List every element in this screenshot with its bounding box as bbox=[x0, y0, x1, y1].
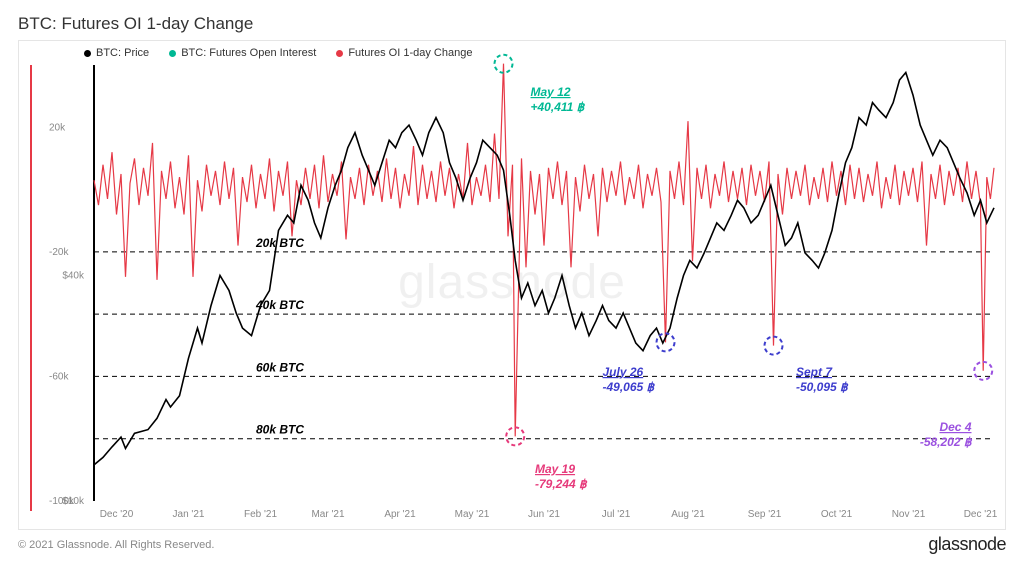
brand-logo: glassnode bbox=[928, 534, 1006, 555]
callout-val-jul26: -49,065 ฿ bbox=[603, 380, 656, 394]
callout-val-may19: -79,244 ฿ bbox=[535, 477, 588, 491]
price-line bbox=[94, 73, 994, 465]
ref-line-label: 80k BTC bbox=[256, 423, 304, 437]
chart-svg: 20k-20k-60k-100k$40k$10kDec '20Jan '21Fe… bbox=[19, 41, 1005, 529]
callout-date-dec4: Dec 4 bbox=[939, 420, 971, 434]
callout-val-sep7: -50,095 ฿ bbox=[796, 380, 849, 394]
callout-val-may12: +40,411 ฿ bbox=[531, 100, 586, 114]
y-left-tick-label: -20k bbox=[49, 247, 69, 258]
x-tick-label: Nov '21 bbox=[892, 509, 926, 520]
x-tick-label: Apr '21 bbox=[384, 509, 416, 520]
x-tick-label: Oct '21 bbox=[821, 509, 853, 520]
callout-val-dec4: -58,202 ฿ bbox=[920, 435, 973, 449]
x-tick-label: Jul '21 bbox=[602, 509, 631, 520]
y-right-tick-label: $10k bbox=[62, 496, 85, 507]
ref-line-label: 20k BTC bbox=[255, 236, 304, 250]
x-tick-label: Feb '21 bbox=[244, 509, 277, 520]
copyright-text: © 2021 Glassnode. All Rights Reserved. bbox=[18, 539, 214, 551]
x-tick-label: Dec '21 bbox=[964, 509, 998, 520]
chart-container: BTC: Futures OI 1-day Change BTC: PriceB… bbox=[0, 0, 1024, 576]
x-tick-label: Dec '20 bbox=[100, 509, 134, 520]
callout-date-may12: May 12 bbox=[531, 85, 571, 99]
x-tick-label: Sep '21 bbox=[748, 509, 782, 520]
x-tick-label: Aug '21 bbox=[671, 509, 705, 520]
footer: © 2021 Glassnode. All Rights Reserved. g… bbox=[18, 534, 1006, 555]
plot-area: BTC: PriceBTC: Futures Open InterestFutu… bbox=[18, 40, 1006, 530]
chart-title: BTC: Futures OI 1-day Change bbox=[18, 14, 1006, 34]
ref-line-label: 60k BTC bbox=[256, 360, 304, 374]
x-tick-label: Mar '21 bbox=[311, 509, 344, 520]
y-left-tick-label: 20k bbox=[49, 122, 66, 133]
x-tick-label: Jan '21 bbox=[173, 509, 205, 520]
x-tick-label: May '21 bbox=[455, 509, 490, 520]
ref-line-label: 40k BTC bbox=[255, 298, 304, 312]
callout-date-sep7: Sept 7 bbox=[796, 365, 833, 379]
callout-date-may19: May 19 bbox=[535, 462, 575, 476]
y-left-tick-label: -60k bbox=[49, 371, 69, 382]
callout-date-jul26: July 26 bbox=[603, 365, 644, 379]
x-tick-label: Jun '21 bbox=[528, 509, 560, 520]
y-right-tick-label: $40k bbox=[62, 270, 85, 281]
